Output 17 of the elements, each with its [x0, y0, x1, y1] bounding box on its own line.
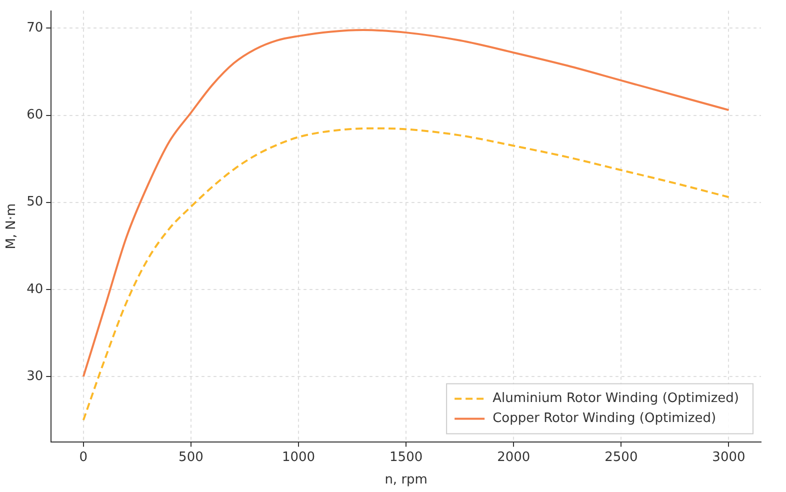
line-series	[82, 28, 730, 378]
y-tick-label: 40	[26, 282, 44, 297]
x-tick-label: 2000	[497, 450, 530, 465]
y-tick-label: 60	[26, 108, 44, 123]
y-axis-title: M, N·m	[4, 203, 20, 250]
legend-label: Aluminium Rotor Winding (Optimized)	[492, 391, 740, 406]
x-tick-label: 2500	[604, 450, 638, 465]
legend-label: Copper Rotor Winding (Optimized)	[492, 411, 716, 426]
x-tick-label: 1000	[282, 450, 316, 465]
x-tick-label: 0	[79, 450, 88, 465]
y-tick-label: 70	[26, 20, 44, 36]
x-tick-label: 500	[178, 450, 204, 465]
y-tick-label: 50	[26, 194, 44, 210]
x-axis-title: n, rpm	[384, 472, 428, 488]
x-tick-label: 3000	[712, 450, 746, 465]
y-tick-label: 30	[26, 368, 44, 384]
x-tick-label: 1500	[390, 450, 423, 465]
